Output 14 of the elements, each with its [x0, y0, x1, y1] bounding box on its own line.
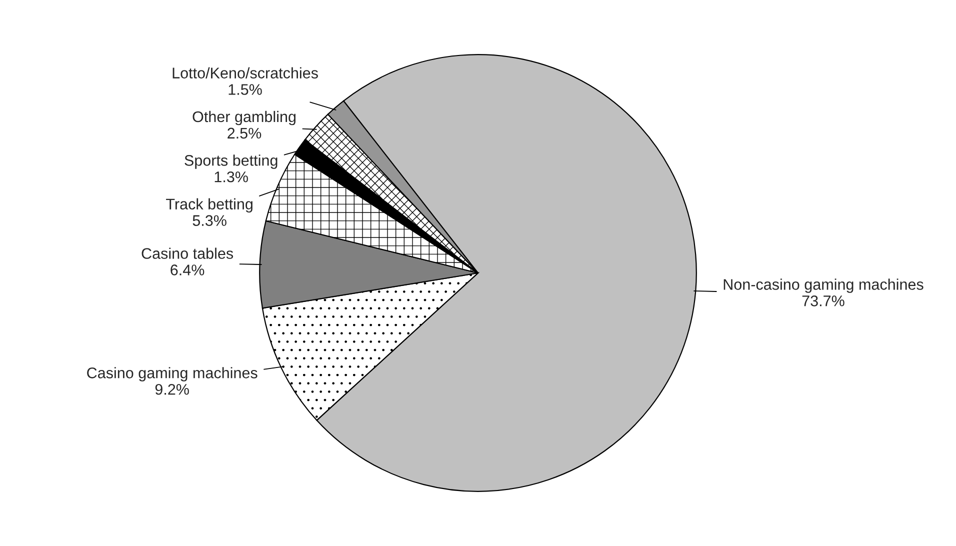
data-label: 2.5% — [228, 128, 262, 139]
slice-label: Casino gaming machines — [87, 367, 258, 382]
slice-label: Casino tables — [142, 248, 234, 259]
slice-label: Track betting — [166, 198, 252, 213]
data-label: 1.5% — [228, 84, 262, 95]
data-label: 5.3% — [192, 215, 226, 226]
slice-label: Non-casino gaming machines — [724, 278, 924, 293]
data-label: 6.4% — [170, 264, 204, 276]
slice-label: Sports betting — [184, 154, 278, 169]
slice-label: Other gambling — [192, 110, 296, 126]
data-label: 1.3% — [214, 171, 248, 182]
slice-label: Lotto/Keno/scratchies — [172, 67, 318, 78]
data-label: 9.2% — [155, 384, 189, 395]
data-label: 73.7% — [802, 295, 844, 306]
